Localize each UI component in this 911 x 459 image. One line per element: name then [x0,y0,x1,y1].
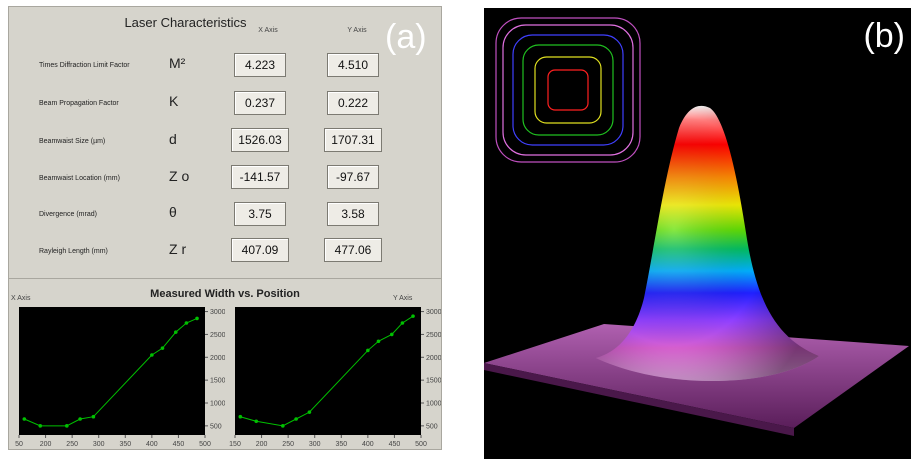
measured-width-title: Measured Width vs. Position [150,288,300,300]
contour-ring [534,56,602,124]
width-data-point [195,316,199,321]
m2-y-value: 4.510 [327,53,379,77]
y-tick-label: 500 [426,423,438,430]
x-tick-label: 500 [415,441,427,448]
contour-map-inset [495,17,641,163]
row-label-divergence: Divergence (mrad) [39,211,97,218]
x-tick-label: 450 [389,441,401,448]
row-label-rayleigh-length: Rayleigh Length (mm) [39,248,108,255]
x-axis-width-chart: 50 200 250 300 350 400 450 500 500 1000 1500 2000 25… [15,307,225,448]
d-x-value: 1526.03 [231,128,289,152]
theta-y-value: 3.58 [327,202,379,226]
width-series-line [240,315,414,427]
row-symbol-d: d [169,131,177,147]
x-axis-plot-tag: X Axis [11,295,31,302]
x-tick-label: 200 [256,441,268,448]
x-tick-label: 400 [362,441,374,448]
width-data-point [160,346,165,350]
width-data-point [38,424,43,428]
beam-profile-3d-panel: (b) [484,8,911,459]
x-tick-label: 350 [335,441,347,448]
zo-y-value: -97.67 [327,165,379,189]
width-series-line [24,317,198,427]
x-tick-label: 400 [146,441,158,448]
width-data-point [254,419,259,424]
width-data-point [65,424,69,428]
x-tick-label: 500 [199,441,211,448]
width-data-point [307,410,312,414]
x-tick-label: 350 [119,441,131,448]
width-data-point [376,339,381,344]
y-tick-label: 1500 [426,378,441,385]
y-tick-label: 2000 [210,355,225,362]
width-data-point [91,414,96,419]
contour-ring [502,24,634,156]
theta-x-value: 3.75 [234,202,286,226]
x-tick-label: 300 [309,441,321,448]
width-data-point [411,314,415,318]
row-label-beamwaist-location: Beamwaist Location (mm) [39,175,120,182]
contour-ring [522,44,614,136]
width-data-point [294,417,298,421]
contour-ring [512,34,624,146]
beam-peak-shading [596,105,819,382]
width-data-point [389,332,394,337]
y-axis-column-header: Y Axis [347,27,367,34]
y-tick-label: 500 [210,423,222,430]
row-symbol-zr: Z r [169,241,187,257]
zo-x-value: -141.57 [231,165,289,189]
row-symbol-theta: θ [169,204,177,220]
x-tick-label: 150 [229,441,241,448]
y-tick-label: 2500 [210,332,225,339]
y-tick-label: 3000 [210,309,225,316]
m2-x-value: 4.223 [234,53,286,77]
base-plane-edge [484,363,794,436]
y-tick-label: 1000 [426,401,441,408]
k-x-value: 0.237 [234,91,286,115]
y-tick-label: 1000 [210,401,225,408]
d-y-value: 1707.31 [324,128,382,152]
row-symbol-zo: Z o [169,168,190,184]
width-data-point [400,321,405,325]
width-data-point [238,414,243,419]
width-data-point [366,348,370,353]
k-y-value: 0.222 [327,91,379,115]
laser-characteristics-panel: Laser Characteristics X Axis Y Axis (a) … [8,6,442,450]
zr-y-value: 477.06 [324,238,382,262]
row-label-k: Beam Propagation Factor [39,100,119,107]
section-divider [9,278,441,279]
width-data-point [78,417,82,421]
width-data-point [22,417,27,421]
y-tick-label: 2500 [426,332,441,339]
row-symbol-m2: M² [169,55,186,71]
panel-a-label: (a) [385,18,427,56]
x-tick-label: 450 [173,441,185,448]
width-data-point [281,424,285,428]
y-tick-label: 2000 [426,355,441,362]
width-data-point [173,330,178,334]
plot-area [19,307,205,435]
x-tick-label: 250 [66,441,78,448]
x-axis-column-header: X Axis [258,27,278,34]
x-tick-label: 50 [15,441,23,448]
row-symbol-k: K [169,93,179,109]
contour-ring [495,17,641,163]
x-tick-label: 200 [40,441,52,448]
y-axis-plot-tag: Y Axis [393,295,413,302]
laser-characteristics-title: Laser Characteristics [124,15,247,30]
contour-ring [547,69,589,111]
row-label-beamwaist-size: Beamwaist Size (µm) [39,138,106,145]
zr-x-value: 407.09 [231,238,289,262]
beam-profile-3d-view [484,17,909,436]
width-data-point [150,353,154,357]
y-tick-label: 1500 [210,378,225,385]
panel-b-label: (b) [863,17,905,55]
width-data-point [184,321,189,325]
x-tick-label: 250 [282,441,294,448]
x-tick-label: 300 [93,441,105,448]
y-axis-width-chart: 150 200 250 300 350 400 450 500 500 1000 1500 2000 2… [229,307,441,448]
y-tick-label: 3000 [426,309,441,316]
row-label-m2: Times Diffraction Limit Factor [39,62,130,69]
plot-area [235,307,421,435]
